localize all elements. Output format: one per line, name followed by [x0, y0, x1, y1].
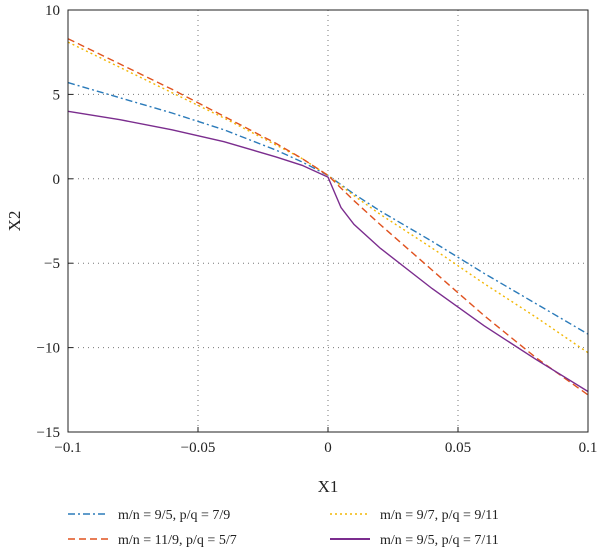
series-line [67, 110, 589, 393]
legend-label: m/n = 9/5, p/q = 7/11 [380, 533, 499, 548]
legend-label: m/n = 9/7, p/q = 9/11 [380, 508, 499, 523]
series-line [67, 81, 589, 335]
x-tick-label: −0.05 [181, 440, 216, 456]
y-axis-label: X2 [5, 211, 24, 232]
y-tick-label: 10 [45, 3, 60, 19]
y-tick-label: 0 [53, 172, 61, 188]
legend-label: m/n = 11/9, p/q = 5/7 [118, 533, 237, 548]
y-tick-label: 5 [53, 87, 61, 103]
x-axis-label: X1 [318, 477, 339, 496]
x-tick-label: 0 [324, 440, 332, 456]
y-tick-label: −5 [44, 256, 60, 272]
y-tick-label: −15 [37, 425, 60, 441]
series-lines [67, 38, 589, 396]
x-tick-label: 0.1 [579, 440, 598, 456]
grid-lines [68, 10, 588, 432]
series-line [67, 38, 589, 396]
axis-ticks: −0.1 −0.05 0 0.05 0.1 −15 −10 −5 0 5 10 [37, 3, 598, 456]
x-tick-label: 0.05 [445, 440, 471, 456]
legend: m/n = 9/5, p/q = 7/9 m/n = 11/9, p/q = 5/… [68, 508, 499, 548]
series-line [67, 41, 589, 354]
x-tick-label: −0.1 [54, 440, 81, 456]
legend-label: m/n = 9/5, p/q = 7/9 [118, 508, 230, 523]
y-tick-label: −10 [37, 341, 60, 357]
